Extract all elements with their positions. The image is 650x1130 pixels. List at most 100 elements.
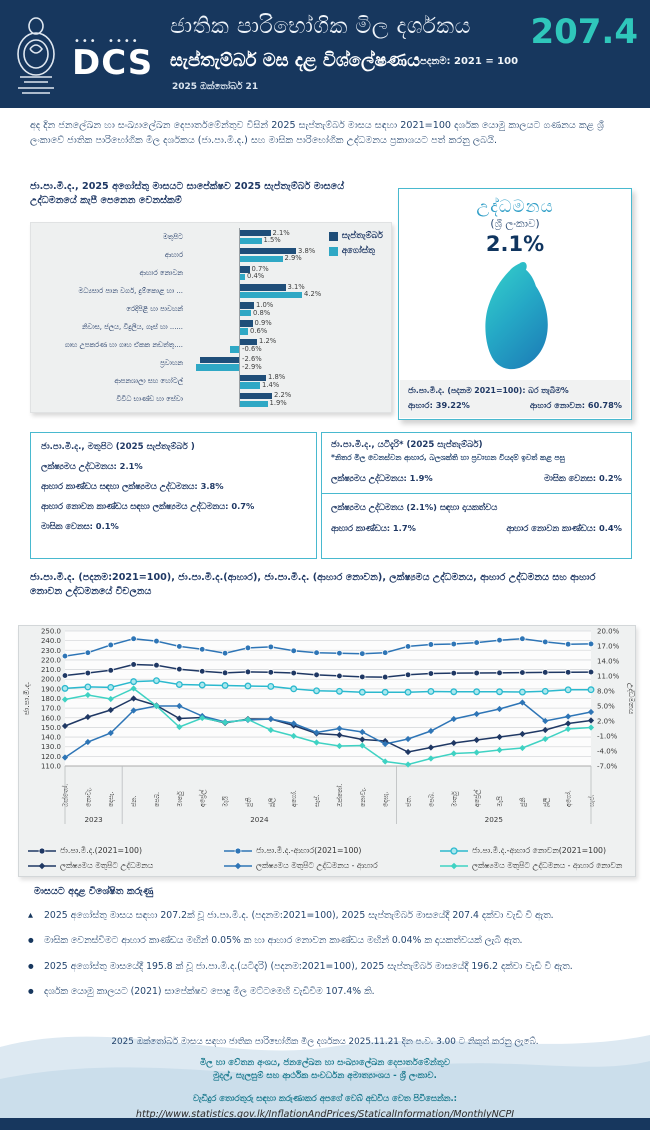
svg-text:දෙසැ.: දෙසැ. [108, 792, 115, 807]
svg-text:ජූලි: ජූලි [543, 798, 551, 808]
dcs-logo-text: DCS [72, 43, 154, 83]
svg-text:ජන.: ජන. [131, 796, 138, 807]
bar-category-row: ආහාර නොවන 0.7% 0.4% [37, 264, 385, 282]
bar-category-label: නිවාස, ජලය, විදුලිය, ගෑස් හා ...... [81, 323, 183, 332]
svg-text:140.0: 140.0 [41, 734, 61, 742]
series-line-2 [64, 679, 592, 693]
data-point [542, 669, 549, 676]
svg-text:5.0%: 5.0% [597, 703, 615, 711]
august-bar [239, 310, 251, 317]
data-point [176, 702, 183, 710]
svg-text:මාර්තු: මාර්තු [176, 791, 184, 807]
key-facts-section: මාසයට අදාළ විශේෂිත කරුණු ▲ 2025 අගෝස්තු ම… [28, 886, 636, 1011]
data-point [130, 707, 137, 714]
svg-text:220.0: 220.0 [41, 656, 61, 664]
data-point [542, 717, 549, 725]
svg-text:210.0: 210.0 [41, 666, 61, 674]
contribution-nonfood: ආහාර නොවන කාණ්ඩය: 0.4% [506, 523, 622, 533]
department-line2: මුදල්, සැලසුම් සහ ආර්ථික සංවර්ධන අමාත්‍ය… [213, 1071, 437, 1081]
data-point [427, 755, 435, 762]
svg-text:150.0: 150.0 [41, 724, 61, 732]
data-point [450, 640, 457, 648]
data-point [564, 641, 572, 648]
key-fact-text: 2025 අගෝස්තු මාසයේදී 195.8 ක් වූ ජා.පා.ම… [44, 960, 573, 972]
data-point [473, 736, 480, 744]
key-fact-item: ● දර්ශක යොමු කාලයට (2021) සාපේක්ෂව පොදු ම… [28, 985, 636, 998]
bar-category-row: ආපනශාලා සහ හෝටල් 1.8% 1.4% [37, 373, 385, 391]
data-point [587, 686, 595, 694]
bar-category-row: ප්‍රවාහන -2.6% -2.9% [37, 355, 385, 373]
website-link[interactable]: http://www.statistics.gov.lk/InflationAn… [135, 1109, 515, 1120]
data-point [130, 695, 137, 702]
page-title: ජාතික පාරිභෝගික මිල දර්ශකය [170, 14, 471, 39]
svg-text:මාර්තු: මාර්තු [450, 791, 458, 807]
base-year-label: පදනම: 2021 = 100 [420, 56, 519, 67]
data-point [496, 669, 503, 676]
bar-category-label: ආහාර [164, 250, 183, 259]
index-inflation-line-chart: 110.0 120.0 130.0 140.0 150.0 160.0 170.0 180.0… [18, 625, 637, 877]
svg-text:2025: 2025 [485, 815, 503, 824]
data-point [382, 758, 389, 765]
data-point [427, 688, 435, 695]
data-point [358, 688, 366, 696]
bar-track: 3.8% 2.9% [187, 246, 385, 264]
svg-text:පෙබ.: පෙබ. [154, 792, 161, 807]
svg-text:130.0: 130.0 [41, 743, 61, 751]
bar-track: -2.6% -2.9% [187, 355, 385, 373]
line-legend-label: ජා.පා.මි.ද.(2021=100) [60, 846, 143, 855]
data-point [290, 685, 298, 693]
key-fact-text: 2025 අගෝස්තු මාසය සඳහා 207.2ක් වූ ජා.පා.… [44, 910, 554, 921]
data-point [176, 666, 183, 673]
core-box-note: *නිතර මිල වෙනස්වන ආහාර, බලශක්ති හා ප්‍රව… [331, 453, 565, 462]
bar-category-row: රෙදිපිළි හා පාවහන් 1.0% 0.8% [37, 300, 385, 318]
svg-text:මැයි: මැයි [496, 796, 504, 807]
data-point [336, 672, 343, 680]
september-bar [239, 320, 253, 327]
data-point [427, 641, 435, 648]
data-point [84, 649, 92, 656]
svg-text:200.0: 200.0 [41, 676, 61, 684]
data-point [244, 668, 252, 676]
data-point [404, 643, 412, 650]
data-point [267, 643, 274, 651]
data-point [450, 739, 457, 747]
august-bar [239, 291, 302, 299]
september-bar [239, 392, 272, 400]
data-point [290, 647, 297, 654]
bullet-icon: ▲ [28, 911, 33, 919]
headline-box-title: ජා.පා.මි.ද., මතුපිට (2025 සැප්තැම්බර් ) [41, 442, 195, 452]
next-release-note: 2025 ඔක්තෝබර් මාසය සඳහා ජාතික පාරිභෝගික … [111, 1037, 539, 1047]
index-weights-panel: ජා.පා.මි.ද. (පදනම 2021=100): බර තැබීම% ආ… [400, 380, 630, 418]
contribution-title: ලක්ෂ්‍යමය උද්ධමනය (2.1%) සඳහා දායකත්වය [331, 502, 498, 512]
svg-text:110.0: 110.0 [41, 763, 61, 771]
august-color-swatch [328, 246, 338, 256]
bar-value-label: 3.8% [298, 246, 316, 255]
category-inflation-bar-chart: මතුපිට 2.1% 1.5% ආහාර 3.8% 2.9% ආහාර නොවන 0.7% 0… [30, 222, 392, 413]
august-bar [239, 382, 260, 389]
august-bar [230, 346, 239, 353]
dcs-logo: ••• •••• DCS [72, 37, 154, 83]
data-point [496, 705, 503, 713]
series-line-4 [64, 701, 592, 759]
data-point [84, 669, 92, 677]
svg-text:පෙබ.: පෙබ. [428, 792, 435, 807]
september-bar [239, 284, 286, 291]
data-point [61, 722, 69, 730]
data-point [313, 739, 320, 746]
data-point [313, 671, 320, 679]
data-point [564, 669, 572, 676]
data-point [542, 726, 549, 734]
data-point [199, 714, 206, 722]
data-point [450, 715, 457, 723]
header-banner: ••• •••• DCS ජාතික පාරිභෝගික මිල දර්ශකය … [0, 0, 650, 108]
august-bar [239, 328, 248, 335]
data-point [244, 682, 252, 690]
data-point [336, 650, 343, 657]
september-bar [239, 302, 254, 309]
september-bar [239, 374, 266, 382]
data-point [382, 740, 389, 748]
line-chart-legend: ජා.පා.මි.ද.(2021=100) ජා.පා.මි.ද.-ආහාර(20… [27, 846, 631, 871]
data-point [359, 742, 366, 749]
svg-text:120.0: 120.0 [41, 753, 61, 761]
data-point [496, 733, 503, 741]
